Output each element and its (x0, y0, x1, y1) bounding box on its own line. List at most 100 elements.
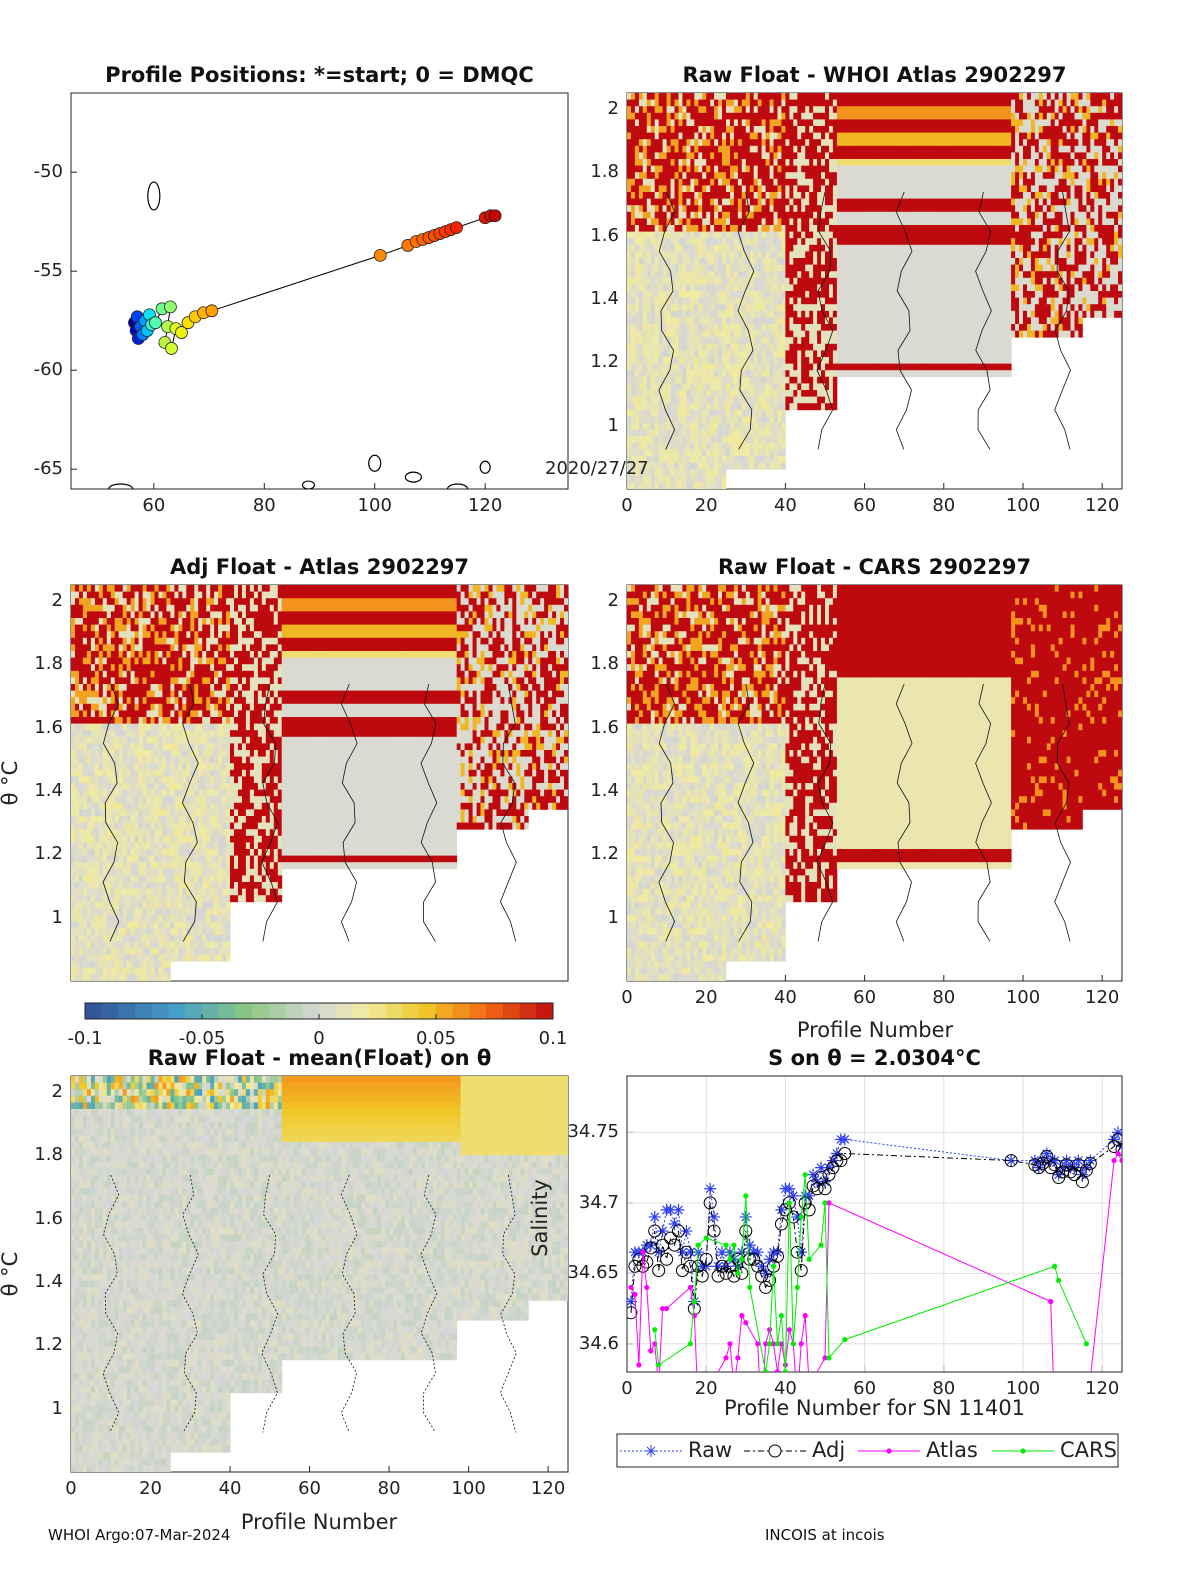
heatmap-cell (951, 291, 957, 298)
heatmap-cell (864, 343, 869, 351)
heatmap-cell (908, 264, 913, 272)
heatmap-cell (682, 442, 687, 450)
heatmap-cell (904, 310, 909, 318)
heatmap-cell (694, 225, 699, 232)
heatmap-cell (690, 416, 695, 424)
profile-position-point (163, 300, 177, 314)
heatmap-cell (670, 469, 675, 477)
heatmap-cell (856, 324, 862, 331)
heatmap-cell (983, 271, 988, 279)
heatmap-cell (983, 244, 988, 252)
heatmap-cell (983, 99, 988, 107)
heatmap-cell (991, 363, 996, 371)
heatmap-cell (829, 310, 834, 318)
heatmap-cell (1007, 192, 1012, 199)
heatmap-cell (694, 145, 699, 153)
heatmap-cell (884, 152, 889, 160)
heatmap-cell (753, 350, 759, 358)
heatmap-cell (852, 324, 858, 331)
heatmap-cell (840, 370, 846, 378)
heatmap-cell (817, 277, 822, 285)
heatmap-cell (793, 139, 798, 147)
whoi-axes (626, 92, 1123, 490)
heatmap-cell (702, 297, 707, 305)
heatmap-cell (737, 192, 743, 199)
heatmap-cell (722, 159, 727, 166)
heatmap-cell (627, 475, 632, 483)
heatmap-cell (924, 337, 929, 345)
heatmap-cell (642, 192, 648, 199)
heatmap-cell (991, 126, 996, 133)
heatmap-cell (848, 291, 854, 298)
heatmap-cell (769, 337, 774, 345)
heatmap-cell (813, 159, 818, 166)
heatmap-cell (765, 152, 770, 160)
heatmap-cell (872, 165, 877, 173)
heatmap-cell (654, 376, 660, 384)
heatmap-cell (670, 192, 675, 199)
heatmap-cell (848, 152, 854, 160)
heatmap-cell (840, 198, 846, 206)
heatmap-cell (638, 258, 644, 265)
heatmap-cell (817, 244, 822, 252)
heatmap-cell (686, 238, 691, 246)
heatmap-cell (852, 284, 858, 292)
heatmap-cell (634, 264, 640, 272)
heatmap-cell (662, 277, 667, 285)
heatmap-cell (832, 198, 838, 206)
heatmap-cell (737, 271, 743, 279)
heatmap-cell (876, 112, 881, 120)
heatmap-cell (829, 126, 834, 133)
heatmap-cell (662, 106, 667, 114)
heatmap-cell (662, 198, 667, 206)
heatmap-cell (959, 112, 964, 120)
heatmap-cell (658, 99, 664, 107)
heatmap-cell (757, 99, 763, 107)
heatmap-cell (698, 271, 703, 279)
heatmap-cell (678, 218, 683, 226)
heatmap-cell (880, 310, 885, 318)
heatmap-cell (864, 337, 869, 345)
heatmap-cell (658, 475, 664, 483)
heatmap-cell (939, 317, 945, 325)
heatmap-cell (825, 139, 830, 147)
heatmap-cell (900, 297, 905, 305)
heatmap-cell (710, 284, 715, 292)
heatmap-cell (631, 238, 636, 246)
heatmap-cell (805, 258, 810, 265)
heatmap-cell (888, 192, 893, 199)
heatmap-cell (809, 211, 814, 219)
heatmap-cell (892, 225, 897, 232)
heatmap-cell (832, 304, 838, 312)
heatmap-cell (876, 145, 881, 153)
heatmap-cell (789, 244, 794, 252)
heatmap-cell (741, 370, 747, 378)
heatmap-cell (864, 330, 869, 338)
heatmap-cell (658, 390, 664, 397)
heatmap-cell (662, 324, 667, 331)
heatmap-cell (848, 132, 854, 140)
heatmap-cell (682, 449, 687, 457)
heatmap-cell (943, 271, 949, 279)
heatmap-cell (690, 370, 695, 378)
heatmap-cell (666, 93, 671, 100)
heatmap-cell (698, 442, 703, 450)
heatmap-cell (773, 271, 778, 279)
heatmap-cell (642, 456, 648, 463)
heatmap-cell (749, 178, 755, 186)
heatmap-cell (690, 456, 695, 463)
heatmap-cell (638, 251, 644, 259)
heatmap-cell (1003, 198, 1008, 206)
heatmap-cell (848, 258, 854, 265)
heatmap-cell (670, 383, 675, 391)
heatmap-cell (959, 271, 964, 279)
heatmap-cell (797, 159, 802, 166)
heatmap-cell (706, 330, 711, 338)
heatmap-cell (765, 416, 770, 424)
heatmap-cell (634, 231, 640, 239)
heatmap-cell (1011, 119, 1016, 127)
heatmap-cell (658, 456, 664, 463)
heatmap-cell (836, 192, 842, 199)
heatmap-cell (987, 139, 992, 147)
heatmap-cell (690, 159, 695, 166)
